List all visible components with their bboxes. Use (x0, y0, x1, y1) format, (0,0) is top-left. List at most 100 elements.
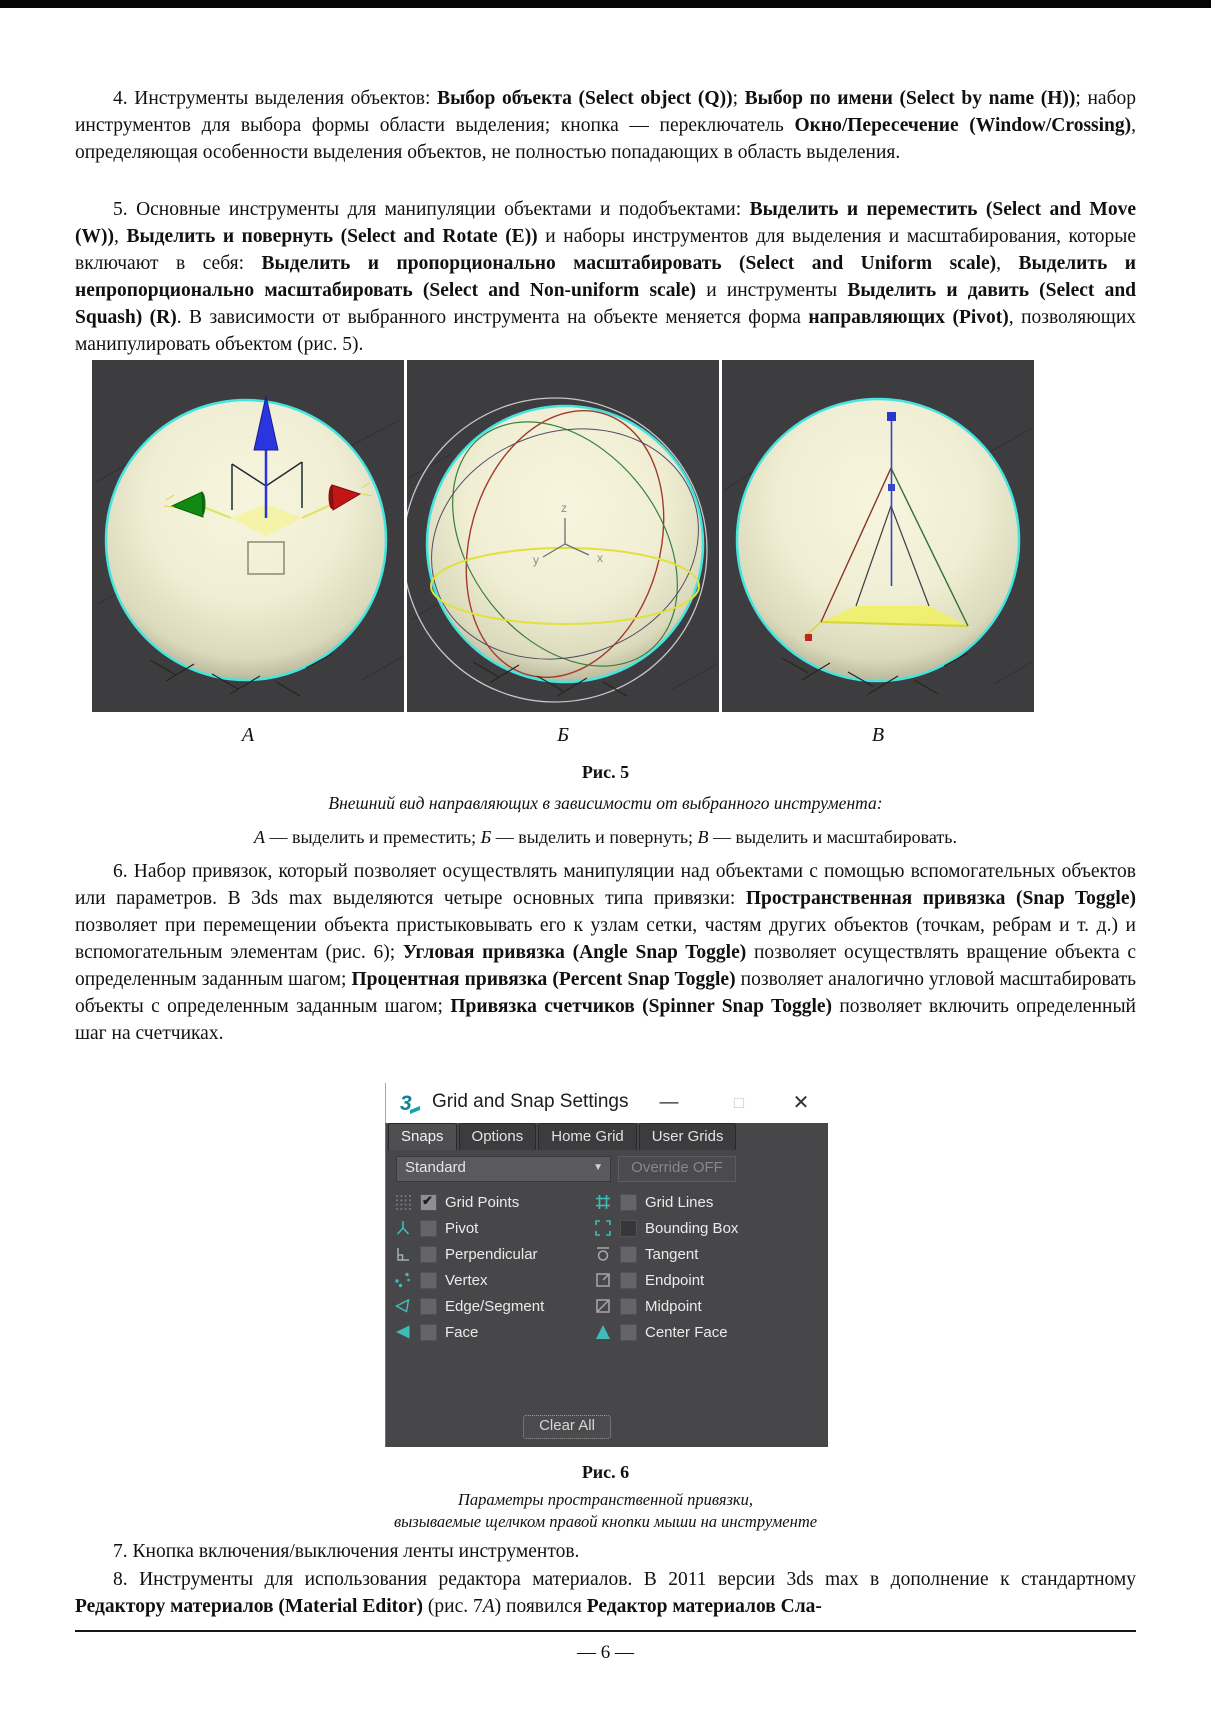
snap-option-label: Tangent (645, 1245, 699, 1263)
paragraph-6: 6. Набор привязок, который позволяет осу… (75, 861, 1136, 1044)
snap-option-tangent[interactable]: Tangent (594, 1241, 820, 1267)
snap-option-bounding-box[interactable]: Bounding Box (594, 1215, 820, 1241)
snap-type-dropdown[interactable]: Standard ▼ (396, 1156, 611, 1182)
snap-option-label: Vertex (445, 1271, 488, 1289)
vertex-icon (394, 1271, 414, 1289)
bounding-box-checkbox[interactable] (620, 1219, 637, 1237)
endpoint-checkbox[interactable] (620, 1271, 637, 1289)
viewport-image-move-gizmo (92, 360, 404, 712)
snap-option-midpoint[interactable]: Midpoint (594, 1293, 820, 1319)
pivot-icon (394, 1219, 414, 1237)
clear-all-button[interactable]: Clear All (523, 1415, 611, 1439)
minimize-button[interactable]: — (659, 1092, 679, 1113)
snap-option-grid-points[interactable]: Grid Points (394, 1189, 590, 1215)
tangent-checkbox[interactable] (620, 1245, 637, 1263)
snap-option-center-face[interactable]: Center Face (594, 1319, 820, 1345)
endpoint-icon (594, 1271, 614, 1289)
grid-over-sphere (781, 652, 969, 695)
snap-option-pivot[interactable]: Pivot (394, 1215, 590, 1241)
snap-option-vertex[interactable]: Vertex (394, 1267, 590, 1293)
snap-option-label: Grid Points (445, 1193, 520, 1211)
tangent-icon (594, 1245, 614, 1263)
figure6-label: Рис. 6 (581, 1462, 630, 1482)
close-button[interactable]: ✕ (792, 1092, 810, 1114)
edge-segment-checkbox[interactable] (420, 1297, 437, 1315)
face-icon (394, 1323, 414, 1341)
grid-lines-icon (594, 1193, 614, 1211)
snap-options-left-column: Grid Points Pivot Perpendicular (394, 1189, 590, 1345)
axis-tripod (542, 518, 590, 558)
snap-option-perpendicular[interactable]: Perpendicular (394, 1241, 590, 1267)
snap-option-label: Endpoint (645, 1271, 705, 1289)
axis-label-x: x (597, 551, 603, 565)
footer-rule (75, 1630, 1136, 1632)
viewport-image-rotate-gizmo: z y x (407, 360, 719, 712)
center-face-icon (594, 1323, 614, 1341)
panel-label-b: Б (557, 724, 569, 746)
snap-option-label: Midpoint (645, 1297, 702, 1315)
snap-option-label: Grid Lines (645, 1193, 714, 1211)
perpendicular-checkbox[interactable] (420, 1245, 437, 1263)
figure5-panels: z y x (92, 360, 1034, 712)
grid-floor-lines (408, 453, 718, 691)
panel-label-v: В (871, 724, 885, 746)
figure5-caption: Внешний вид направляющих в зависимости о… (328, 793, 883, 813)
snap-option-grid-lines[interactable]: Grid Lines (594, 1189, 820, 1215)
scale-gizmo: x (792, 412, 969, 645)
grid-lines-checkbox[interactable] (620, 1193, 637, 1211)
grid-over-sphere (149, 653, 333, 697)
grid-over-sphere (472, 661, 628, 697)
dialog-tabs: Snaps Options Home Grid User Grids (388, 1123, 737, 1150)
snap-option-face[interactable]: Face (394, 1319, 590, 1345)
snap-option-label: Center Face (645, 1323, 728, 1341)
snap-option-endpoint[interactable]: Endpoint (594, 1267, 820, 1293)
grid-points-checkbox[interactable] (420, 1193, 437, 1211)
snap-option-label: Bounding Box (645, 1219, 739, 1237)
svg-text:3: 3 (400, 1092, 412, 1115)
dialog-titlebar: 3 Grid and Snap Settings — □ ✕ (385, 1083, 827, 1123)
edge-segment-icon (394, 1297, 414, 1315)
center-face-checkbox[interactable] (620, 1323, 637, 1341)
rotate-gizmo (430, 409, 700, 679)
sphere-object (104, 398, 388, 682)
sphere-object (735, 397, 1021, 683)
paragraph-5: 5. Основные инструменты для манипуляции … (75, 199, 1137, 355)
midpoint-icon (594, 1297, 614, 1315)
page-number: — 6 — (577, 1642, 634, 1663)
snap-option-label: Edge/Segment (445, 1297, 545, 1315)
bounding-box-icon (594, 1219, 614, 1237)
viewport-image-scale-gizmo: x (722, 360, 1034, 712)
maximize-button[interactable]: □ (733, 1093, 745, 1112)
perpendicular-icon (394, 1245, 414, 1263)
paragraph-4: 4. Инструменты выделения объектов: Выбор… (75, 88, 1136, 163)
figure6-caption-line2: вызываемые щелчком правой кнопки мыши на… (393, 1512, 818, 1531)
midpoint-checkbox[interactable] (620, 1297, 637, 1315)
snap-option-label: Pivot (445, 1219, 479, 1237)
paragraph-8: 8. Инструменты для использования редакто… (75, 1569, 1136, 1617)
move-gizmo (163, 395, 373, 575)
scan-edge-bar (0, 0, 1211, 8)
tab-options[interactable]: Options (458, 1123, 537, 1150)
dialog-title: Grid and Snap Settings (432, 1091, 629, 1112)
tab-user-grids[interactable]: User Grids (638, 1123, 737, 1150)
dialog-body: Snaps Options Home Grid User Grids Stand… (385, 1123, 828, 1447)
snap-option-label: Face (445, 1323, 479, 1341)
face-checkbox[interactable] (420, 1323, 437, 1341)
grid-points-icon (394, 1193, 414, 1211)
snap-option-edge-segment[interactable]: Edge/Segment (394, 1293, 590, 1319)
grid-snap-settings-dialog: 3 Grid and Snap Settings — □ ✕ Snaps Opt… (385, 1083, 828, 1447)
vertex-checkbox[interactable] (420, 1271, 437, 1289)
axis-marker-x: x (792, 634, 797, 645)
panel-label-a: А (241, 724, 255, 746)
pivot-checkbox[interactable] (420, 1219, 437, 1237)
axis-label-z: z (561, 501, 567, 515)
tab-home-grid[interactable]: Home Grid (538, 1123, 637, 1150)
snap-options-right-column: Grid Lines Bounding Box Tangent (594, 1189, 820, 1345)
chevron-down-icon: ▼ (593, 1162, 603, 1173)
figure6-caption-line1: Параметры пространственной привязки, (457, 1490, 754, 1509)
axis-label-y: y (533, 553, 539, 567)
tab-snaps[interactable]: Snaps (388, 1123, 457, 1150)
figure5-label: Рис. 5 (581, 762, 630, 782)
override-off-button[interactable]: Override OFF (618, 1156, 736, 1182)
